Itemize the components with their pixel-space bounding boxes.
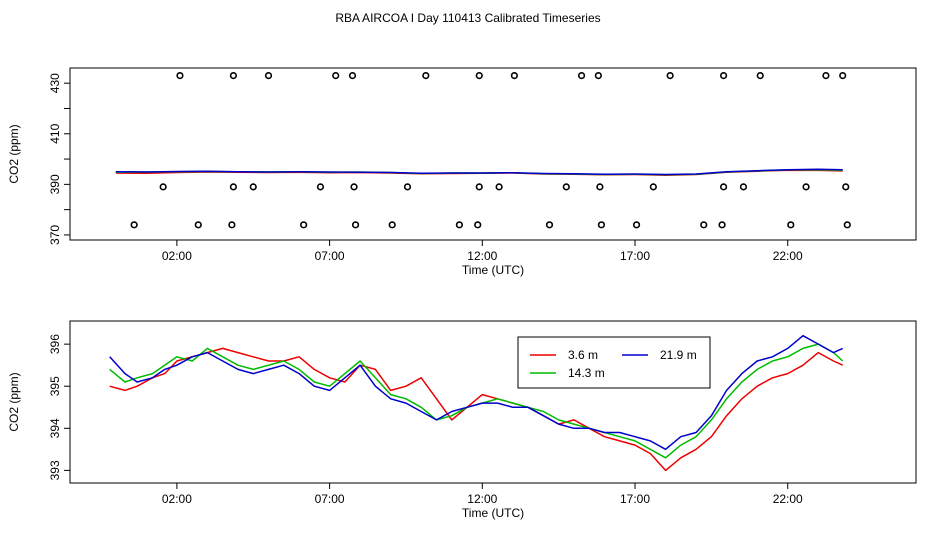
x-tick-label: 17:00: [620, 492, 650, 506]
outlier-point: [510, 71, 518, 80]
y-tick-label: 396: [48, 334, 62, 354]
bottom-panel: 02:00 07:00 12:00 17:00 22:00 393 394 395 396 Tim…: [7, 320, 917, 520]
outlier-point: [455, 221, 464, 229]
outlier-point: [802, 183, 810, 191]
plot-frame: [69, 320, 917, 484]
outlier-point: [229, 71, 237, 80]
outlier-point: [718, 221, 726, 229]
outlier-point: [545, 221, 554, 229]
outlier-point: [495, 183, 503, 191]
y-tick-label: 430: [48, 73, 62, 93]
y-axis-label: CO2 (ppm): [7, 372, 21, 431]
x-tick-label: 12:00: [467, 492, 497, 506]
x-tick-label: 22:00: [773, 249, 803, 263]
plot-frame: [69, 67, 917, 241]
outlier-point: [350, 183, 358, 191]
y-tick-label: 410: [48, 123, 62, 143]
series-line-3: [109, 334, 844, 451]
x-tick-label: 07:00: [315, 249, 345, 263]
x-tick-label: 07:00: [315, 492, 345, 506]
y-tick-label: 390: [48, 174, 62, 194]
outlier-point: [700, 221, 708, 229]
outlier-point: [597, 221, 606, 229]
outlier-point: [194, 221, 202, 229]
outlier-point: [649, 183, 657, 191]
outlier-point: [316, 183, 325, 191]
x-tick-label: 02:00: [162, 492, 192, 506]
x-axis-label: Time (UTC): [462, 263, 524, 277]
outlier-point: [475, 183, 483, 191]
legend-label: 21.9 m: [660, 348, 697, 362]
outlier-point: [348, 71, 357, 80]
outlier-point: [264, 71, 273, 80]
outlier-point: [787, 221, 795, 229]
outlier-point: [842, 183, 850, 191]
outlier-point: [562, 183, 570, 191]
outlier-point: [577, 71, 586, 80]
outlier-point: [388, 221, 396, 229]
outlier-point: [632, 221, 641, 229]
y-tick-label: 395: [48, 376, 62, 396]
outlier-point: [332, 71, 340, 80]
outlier-point: [843, 221, 851, 229]
outlier-point: [756, 71, 764, 80]
chart-title: RBA AIRCOA I Day 110413 Calibrated Times…: [335, 11, 600, 25]
outlier-point: [474, 221, 482, 229]
outlier-point: [822, 71, 830, 80]
outlier-point: [249, 183, 257, 191]
outlier-point: [130, 221, 138, 229]
outlier-point: [229, 183, 237, 191]
outlier-point: [159, 183, 167, 191]
outlier-point: [228, 221, 236, 229]
outlier-point: [300, 221, 308, 229]
x-tick-label: 02:00: [162, 249, 192, 263]
outlier-point: [596, 183, 604, 191]
x-tick-label: 17:00: [620, 249, 650, 263]
series-line-3: [115, 168, 843, 176]
outlier-point: [594, 71, 602, 80]
outlier-point: [176, 71, 184, 80]
y-tick-label: 393: [48, 460, 62, 480]
legend-box: [517, 336, 711, 389]
x-tick-label: 22:00: [773, 492, 803, 506]
series-line-1: [109, 347, 844, 472]
y-axis-label: CO2 (ppm): [7, 124, 21, 183]
outlier-point: [839, 71, 847, 80]
outlier-point: [475, 71, 483, 80]
y-tick-label: 370: [48, 225, 62, 245]
x-axis-label: Time (UTC): [462, 506, 524, 520]
outlier-point: [422, 71, 430, 80]
outlier-point: [739, 183, 748, 191]
series-line-2: [109, 343, 844, 459]
outlier-point: [666, 71, 674, 80]
outlier-point: [403, 183, 412, 191]
outlier-point: [719, 183, 728, 191]
outlier-point: [351, 221, 360, 229]
outlier-point: [719, 71, 728, 80]
legend-label: 14.3 m: [568, 366, 605, 380]
x-tick-label: 12:00: [467, 249, 497, 263]
top-panel: 02:00 07:00 12:00 17:00 22:00 370 390 410 430 Tim…: [7, 67, 917, 277]
y-tick-label: 394: [48, 418, 62, 438]
legend-label: 3.6 m: [568, 348, 598, 362]
